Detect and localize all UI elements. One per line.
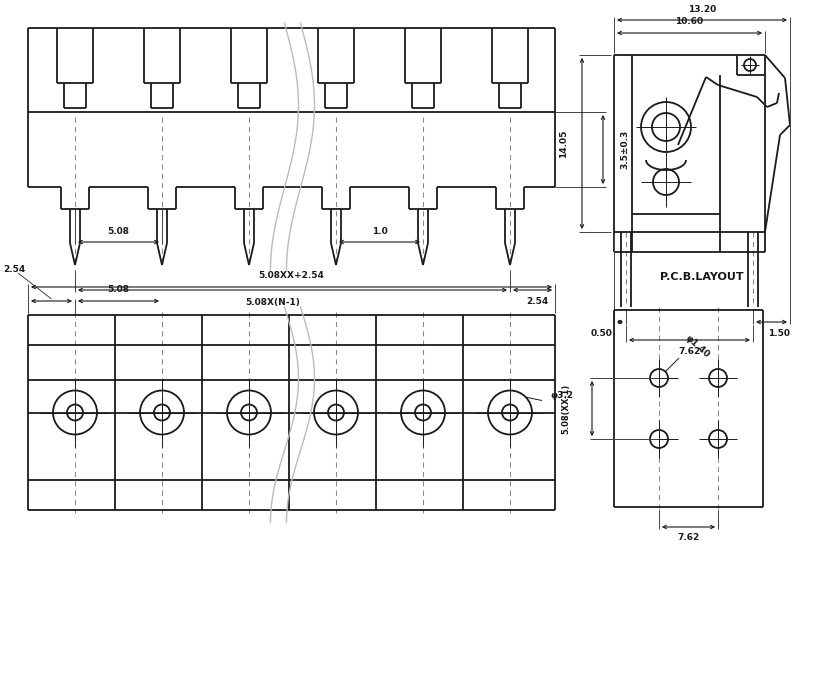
Text: 13.20: 13.20: [688, 4, 716, 13]
Text: 5.08: 5.08: [107, 284, 129, 293]
Text: 7.62: 7.62: [678, 346, 701, 356]
Text: 5.08: 5.08: [107, 228, 129, 237]
Text: 2.54: 2.54: [526, 298, 549, 307]
Text: φ3.2: φ3.2: [551, 391, 573, 400]
Text: 2.54: 2.54: [2, 265, 25, 274]
Text: 0.50: 0.50: [591, 328, 613, 337]
Text: φ1.40: φ1.40: [683, 333, 711, 359]
Text: 5.08(XX-1): 5.08(XX-1): [561, 384, 571, 433]
Text: 1.50: 1.50: [768, 328, 790, 337]
Text: 14.05: 14.05: [560, 130, 568, 158]
Text: 5.08XX+2.54: 5.08XX+2.54: [258, 270, 324, 279]
Text: 10.60: 10.60: [676, 18, 704, 27]
Text: P.C.B.LAYOUT: P.C.B.LAYOUT: [661, 272, 744, 282]
Text: 5.08X(N-1): 5.08X(N-1): [245, 298, 300, 307]
Text: 7.62: 7.62: [677, 533, 700, 542]
Text: 3.5±0.3: 3.5±0.3: [621, 130, 630, 169]
Text: 1.0: 1.0: [372, 228, 387, 237]
